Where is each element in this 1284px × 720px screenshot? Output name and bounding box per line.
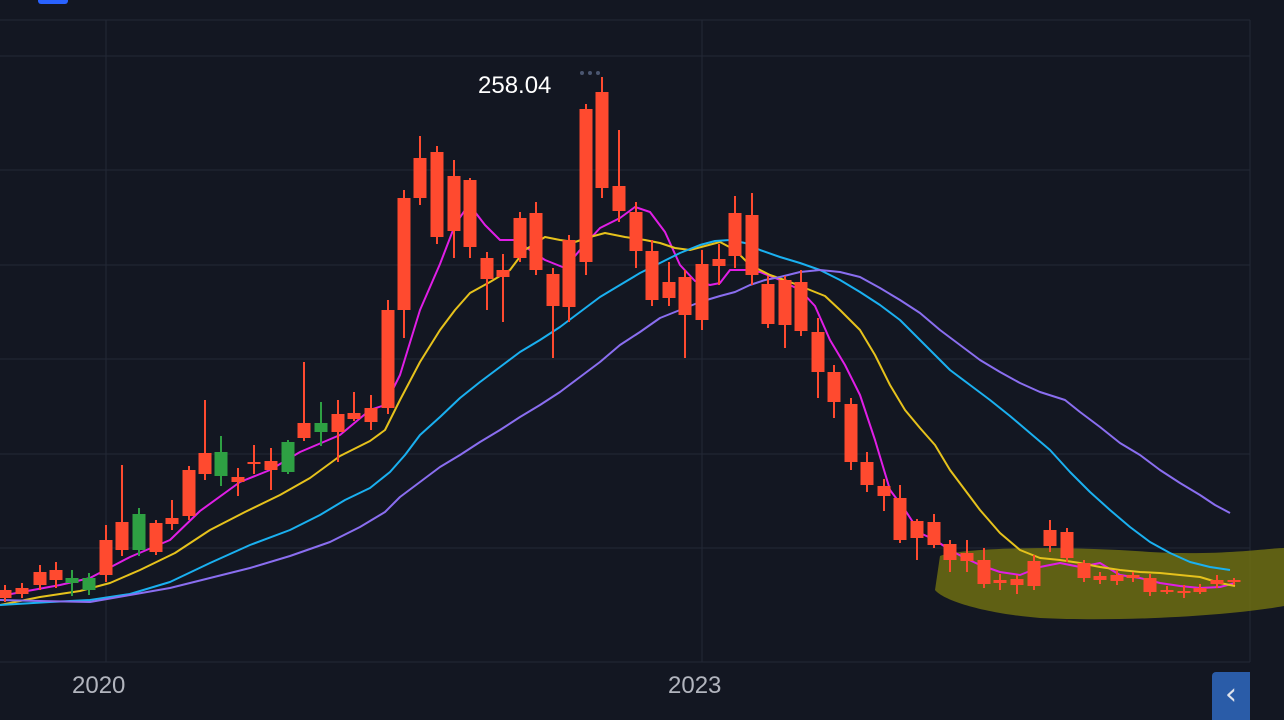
ma-line-ma_yellow xyxy=(0,232,1236,606)
candle-29 xyxy=(480,252,494,310)
candle-25 xyxy=(413,136,427,205)
candle-61 xyxy=(1010,575,1024,594)
candle-26 xyxy=(430,146,444,244)
candle-42 xyxy=(695,250,709,330)
candle-47 xyxy=(778,276,792,348)
candle-7 xyxy=(115,465,129,556)
candle-13 xyxy=(214,436,228,486)
peak-value-label: 258.04 xyxy=(478,72,551,99)
candle-5 xyxy=(82,573,96,595)
candle-35 xyxy=(579,104,593,275)
candle-66 xyxy=(1093,572,1107,584)
candle-16 xyxy=(264,448,278,490)
candle-2 xyxy=(33,565,47,590)
chevron-left-icon: ‹ xyxy=(1225,677,1237,712)
candle-45 xyxy=(745,193,759,285)
candle-24 xyxy=(397,190,411,338)
candle-37 xyxy=(612,130,626,222)
candle-12 xyxy=(198,400,212,480)
candle-17 xyxy=(281,440,295,474)
candle-18 xyxy=(297,362,311,441)
candle-9 xyxy=(149,520,163,555)
highlight-layer xyxy=(935,548,1284,620)
candle-38 xyxy=(629,202,643,268)
candle-54 xyxy=(893,485,907,543)
candle-36 xyxy=(595,77,609,198)
candle-56 xyxy=(927,514,941,548)
candle-63 xyxy=(1043,520,1057,552)
candle-72 xyxy=(1193,584,1207,594)
candle-14 xyxy=(231,468,245,496)
candle-52 xyxy=(860,452,874,492)
candle-48 xyxy=(794,270,808,336)
ma-line-ma_cyan xyxy=(0,239,1231,606)
candle-20 xyxy=(331,400,345,462)
candle-51 xyxy=(844,398,858,470)
scroll-to-latest-button[interactable]: ‹ xyxy=(1212,672,1250,720)
candles xyxy=(0,77,1241,602)
candle-6 xyxy=(99,525,113,582)
x-tick-2020: 2020 xyxy=(72,672,125,699)
candle-34 xyxy=(562,235,576,322)
candle-19 xyxy=(314,402,328,446)
candle-23 xyxy=(381,300,395,414)
candle-62 xyxy=(1027,555,1041,590)
candle-57 xyxy=(943,540,957,572)
candle-21 xyxy=(347,392,361,421)
candle-43 xyxy=(712,244,726,285)
candle-67 xyxy=(1110,570,1124,585)
candle-69 xyxy=(1143,574,1157,596)
candle-53 xyxy=(877,479,891,511)
candle-28 xyxy=(463,178,477,258)
candle-22 xyxy=(364,395,378,430)
candle-46 xyxy=(761,276,775,328)
candle-3 xyxy=(49,562,63,588)
candle-59 xyxy=(977,548,991,588)
candle-8 xyxy=(132,508,146,556)
candle-55 xyxy=(910,519,924,560)
candle-71 xyxy=(1177,585,1191,598)
ma-line-ma_purple xyxy=(0,269,1231,603)
candle-74 xyxy=(1227,578,1241,585)
candle-27 xyxy=(447,160,461,258)
candle-50 xyxy=(827,365,841,418)
x-tick-2023: 2023 xyxy=(668,672,721,699)
candle-70 xyxy=(1160,586,1174,594)
candle-0 xyxy=(0,585,12,602)
candle-32 xyxy=(529,202,543,275)
candle-11 xyxy=(182,466,196,520)
candle-44 xyxy=(728,196,742,268)
candle-40 xyxy=(662,262,676,306)
candle-31 xyxy=(513,212,527,262)
candle-4 xyxy=(65,570,79,596)
candle-30 xyxy=(496,254,510,322)
candle-68 xyxy=(1126,572,1140,582)
top-badge[interactable] xyxy=(38,0,68,4)
candle-73 xyxy=(1210,575,1224,588)
peak-marker xyxy=(580,71,600,75)
candle-65 xyxy=(1077,560,1091,582)
candle-49 xyxy=(811,318,825,398)
candle-15 xyxy=(247,445,261,474)
candle-39 xyxy=(645,240,659,306)
candle-41 xyxy=(678,270,692,358)
candle-60 xyxy=(993,574,1007,590)
candle-1 xyxy=(15,583,29,598)
candle-33 xyxy=(546,268,560,358)
candle-64 xyxy=(1060,528,1074,562)
highlight-marker xyxy=(935,548,1284,620)
candle-10 xyxy=(165,500,179,530)
candle-58 xyxy=(960,540,974,572)
